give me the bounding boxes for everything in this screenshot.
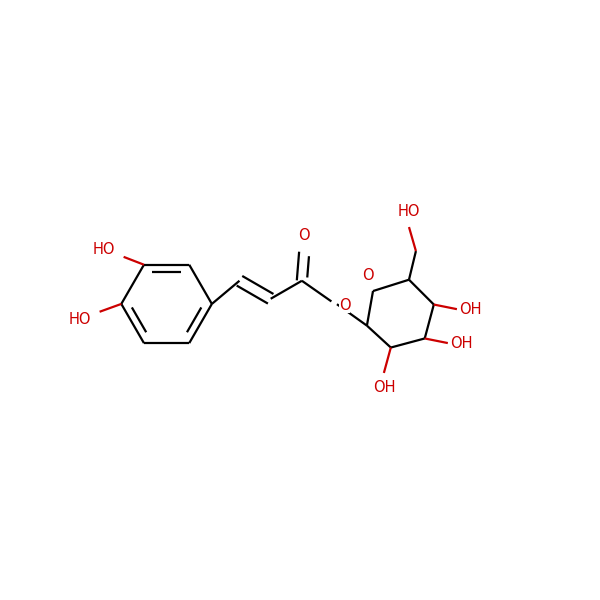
Text: OH: OH [373, 380, 395, 395]
Text: OH: OH [449, 335, 472, 350]
Text: HO: HO [69, 311, 91, 326]
Text: HO: HO [398, 204, 420, 219]
Text: OH: OH [459, 302, 481, 317]
Text: O: O [298, 228, 310, 243]
Text: HO: HO [93, 242, 115, 257]
Text: O: O [362, 268, 373, 283]
Text: O: O [339, 298, 350, 313]
